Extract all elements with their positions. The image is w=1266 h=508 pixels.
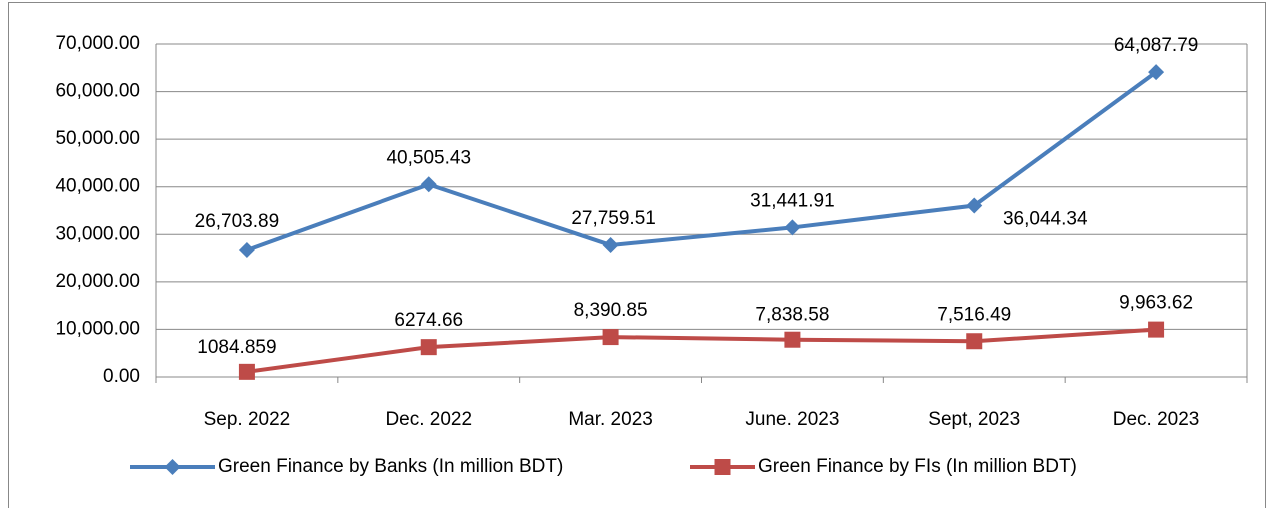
chart-frame bbox=[8, 2, 1266, 508]
x-tick-label: Dec. 2022 bbox=[385, 409, 472, 430]
x-tick-label: Dec. 2023 bbox=[1113, 409, 1200, 430]
point bbox=[966, 197, 983, 214]
point bbox=[238, 363, 255, 380]
point bbox=[784, 219, 801, 236]
y-tick-label: 40,000.00 bbox=[55, 176, 140, 197]
point bbox=[602, 236, 619, 253]
data-label: 27,759.51 bbox=[571, 208, 656, 229]
data-label: 64,087.79 bbox=[1114, 35, 1199, 56]
legend-label: Green Finance by FIs (In million BDT) bbox=[758, 456, 1077, 477]
data-label: 7,838.58 bbox=[755, 305, 829, 326]
y-tick-label: 70,000.00 bbox=[55, 33, 140, 54]
data-label: 31,441.91 bbox=[750, 190, 835, 211]
x-tick-label: June. 2023 bbox=[745, 409, 839, 430]
data-label: 7,516.49 bbox=[937, 304, 1011, 325]
point bbox=[1148, 321, 1165, 338]
x-tick-label: Mar. 2023 bbox=[568, 409, 653, 430]
data-label: 6274.66 bbox=[394, 310, 463, 331]
point bbox=[420, 176, 437, 193]
y-tick-label: 10,000.00 bbox=[55, 318, 140, 339]
y-tick-label: 50,000.00 bbox=[55, 128, 140, 149]
data-label: 26,703.89 bbox=[195, 211, 280, 232]
point bbox=[602, 329, 619, 346]
y-tick-label: 30,000.00 bbox=[55, 223, 140, 244]
data-label: 36,044.34 bbox=[1003, 209, 1088, 230]
legend-label: Green Finance by Banks (In million BDT) bbox=[218, 456, 563, 477]
legend-marker bbox=[714, 459, 731, 475]
point bbox=[238, 241, 255, 258]
y-tick-label: 20,000.00 bbox=[55, 271, 140, 292]
data-label: 9,963.62 bbox=[1119, 293, 1193, 314]
series-line bbox=[246, 327, 1157, 374]
series-line bbox=[246, 70, 1158, 252]
y-tick-label: 0.00 bbox=[103, 366, 140, 387]
point bbox=[966, 333, 983, 350]
x-tick-label: Sep. 2022 bbox=[204, 409, 291, 430]
y-tick-label: 60,000.00 bbox=[55, 81, 140, 102]
data-label: 40,505.43 bbox=[386, 147, 471, 168]
data-label: 8,390.85 bbox=[574, 300, 648, 321]
point bbox=[1148, 64, 1165, 81]
legend-marker bbox=[164, 459, 181, 475]
data-label: 1084.859 bbox=[197, 337, 276, 358]
point bbox=[784, 331, 801, 348]
point bbox=[420, 339, 437, 356]
x-tick-label: Sept, 2023 bbox=[928, 409, 1020, 430]
